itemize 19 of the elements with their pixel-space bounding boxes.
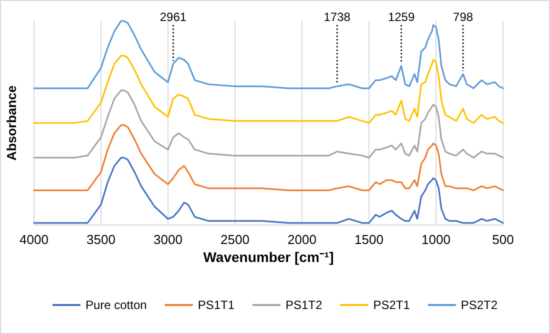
ref-line-label: 798 — [453, 10, 474, 24]
legend-label: Pure cotton — [85, 298, 147, 312]
ref-line-label: 1259 — [388, 10, 415, 24]
ref-line-label: 2961 — [160, 10, 187, 24]
legend-label: PS1T1 — [198, 298, 235, 312]
x-tick-label: 1000 — [422, 232, 450, 248]
x-tick-label: 500 — [492, 232, 514, 248]
legend-label: PS1T2 — [286, 298, 323, 312]
x-tick-label: 1500 — [354, 232, 384, 248]
x-tick-label: 4000 — [20, 232, 48, 248]
legend-label: PS2T2 — [460, 298, 498, 312]
x-tick-label: 3000 — [154, 232, 182, 248]
x-tick-label: 2500 — [220, 232, 250, 248]
x-tick-label: 3500 — [86, 232, 116, 248]
y-axis-title: Absorbance — [4, 85, 19, 161]
ref-line-label: 1738 — [324, 10, 351, 24]
x-tick-label: 2000 — [288, 232, 316, 248]
legend-label: PS2T1 — [373, 298, 410, 312]
x-axis-title: Wavenumber [cm⁻¹] — [203, 249, 334, 265]
